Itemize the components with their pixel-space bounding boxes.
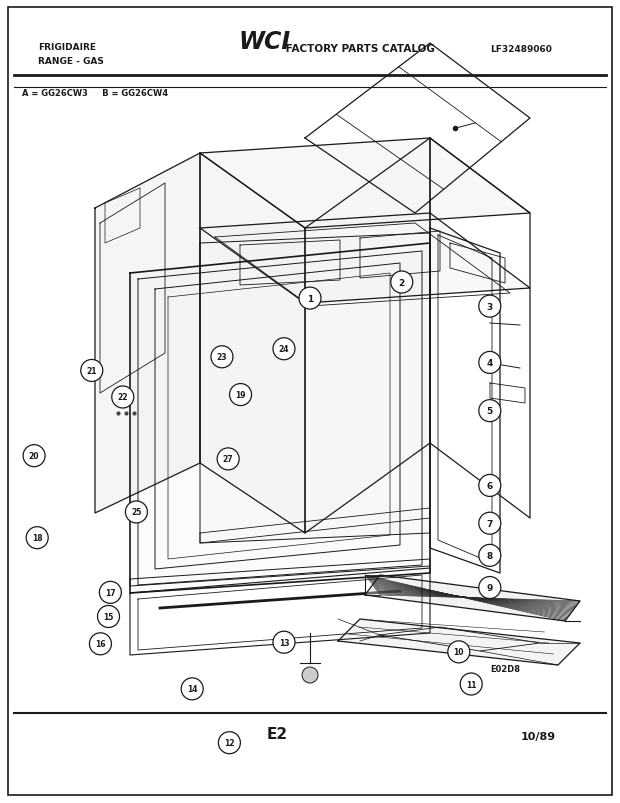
Text: 25: 25: [131, 507, 141, 517]
Circle shape: [479, 400, 501, 422]
Circle shape: [479, 512, 501, 535]
Text: 13: 13: [279, 638, 289, 647]
Text: FACTORY PARTS CATALOG: FACTORY PARTS CATALOG: [282, 44, 435, 54]
Circle shape: [23, 445, 45, 467]
Circle shape: [479, 352, 501, 374]
Polygon shape: [95, 154, 200, 513]
Text: LF32489060: LF32489060: [490, 45, 552, 54]
Circle shape: [479, 296, 501, 318]
Circle shape: [211, 346, 233, 369]
Text: E02D8: E02D8: [490, 664, 520, 673]
Text: 3: 3: [487, 302, 493, 312]
Text: A = GG26CW3     B = GG26CW4: A = GG26CW3 B = GG26CW4: [22, 89, 168, 98]
Polygon shape: [305, 139, 430, 533]
Circle shape: [229, 384, 252, 406]
Text: 18: 18: [32, 533, 43, 543]
Text: 10: 10: [454, 647, 464, 657]
Text: 1: 1: [307, 294, 313, 304]
Circle shape: [217, 448, 239, 471]
Text: 16: 16: [95, 639, 105, 649]
Polygon shape: [338, 619, 580, 665]
Polygon shape: [200, 234, 430, 544]
Text: 10/89: 10/89: [521, 731, 556, 741]
Text: 12: 12: [224, 738, 234, 748]
Circle shape: [26, 527, 48, 549]
Text: WCI: WCI: [238, 30, 290, 54]
Circle shape: [273, 631, 295, 654]
Text: 9: 9: [487, 583, 493, 593]
Circle shape: [479, 544, 501, 567]
Text: 19: 19: [236, 390, 246, 400]
Circle shape: [125, 501, 148, 524]
Circle shape: [391, 271, 413, 294]
Text: 11: 11: [466, 679, 476, 689]
Polygon shape: [365, 575, 580, 622]
Text: RANGE - GAS: RANGE - GAS: [38, 57, 104, 66]
Text: 7: 7: [487, 519, 493, 528]
Text: 8: 8: [487, 551, 493, 560]
Circle shape: [448, 641, 470, 663]
Circle shape: [302, 667, 318, 683]
Text: 21: 21: [87, 366, 97, 376]
Text: FRIGIDAIRE: FRIGIDAIRE: [38, 43, 96, 52]
Text: E2: E2: [267, 726, 288, 741]
Text: 24: 24: [279, 344, 289, 354]
Circle shape: [99, 581, 122, 604]
Text: 14: 14: [187, 684, 197, 694]
Text: 4: 4: [487, 358, 493, 368]
Text: 5: 5: [487, 406, 493, 416]
Text: 15: 15: [104, 612, 113, 622]
Circle shape: [181, 678, 203, 700]
Circle shape: [89, 633, 112, 655]
Polygon shape: [200, 154, 305, 533]
Text: 27: 27: [223, 454, 234, 464]
Text: 2: 2: [399, 278, 405, 287]
Text: 20: 20: [29, 451, 39, 461]
Circle shape: [299, 287, 321, 310]
Text: 23: 23: [217, 353, 227, 362]
Text: 6: 6: [487, 481, 493, 491]
Polygon shape: [200, 214, 530, 304]
Circle shape: [112, 386, 134, 409]
Text: 22: 22: [118, 393, 128, 402]
Circle shape: [479, 475, 501, 497]
Polygon shape: [200, 139, 530, 229]
Circle shape: [273, 338, 295, 361]
Circle shape: [218, 732, 241, 754]
Circle shape: [479, 577, 501, 599]
Polygon shape: [130, 243, 430, 593]
Circle shape: [81, 360, 103, 382]
Text: 17: 17: [105, 588, 116, 597]
Circle shape: [97, 605, 120, 628]
Circle shape: [460, 673, 482, 695]
